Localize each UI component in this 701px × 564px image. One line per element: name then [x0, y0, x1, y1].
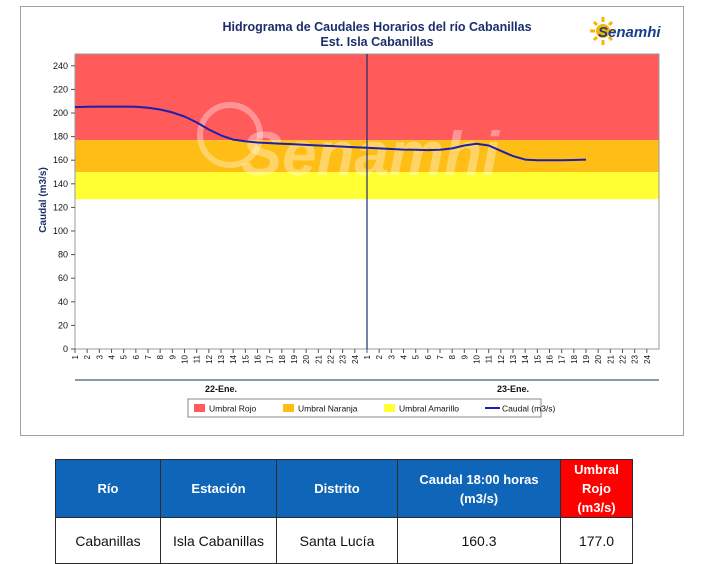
senamhi-logo	[588, 14, 668, 50]
x-tick-label: 24	[351, 354, 360, 363]
y-tick-label: 220	[53, 84, 68, 94]
chart-title: Hidrograma de Caudales Horarios del río …	[222, 20, 531, 34]
x-tick-label: 3	[387, 354, 396, 359]
table-header-row: Río Estación Distrito Caudal 18:00 horas…	[55, 459, 633, 518]
y-axis-label: Caudal (m3/s)	[38, 167, 49, 233]
legend-swatch-0	[194, 404, 205, 412]
x-tick-label: 2	[375, 354, 384, 359]
x-tick-label: 8	[156, 354, 165, 359]
x-tick-label: 24	[643, 354, 652, 363]
x-tick-label: 7	[436, 354, 445, 359]
x-tick-label: 9	[168, 354, 177, 359]
watermark-text: Senamhi	[241, 120, 501, 189]
day-label: 23-Ene.	[497, 384, 529, 394]
x-tick-label: 16	[254, 354, 263, 363]
legend-label-0: Umbral Rojo	[209, 404, 257, 414]
watermark-sun	[197, 102, 263, 168]
x-tick-label: 11	[485, 354, 494, 363]
legend-swatch-2	[384, 404, 395, 412]
x-tick-label: 5	[120, 354, 129, 359]
legend-box	[187, 398, 542, 418]
x-tick-label: 8	[448, 354, 457, 359]
x-tick-label: 19	[290, 354, 299, 363]
header-caudal: Caudal 18:00 horas (m3/s)	[397, 459, 561, 518]
day-label: 22-Ene.	[205, 384, 237, 394]
header-rio: Río	[55, 459, 161, 518]
x-tick-label: 14	[229, 354, 238, 363]
hydrograph-chart: Hidrograma de Caudales Horarios del río …	[38, 20, 660, 418]
x-tick-label: 17	[266, 354, 275, 363]
x-tick-label: 6	[132, 354, 141, 359]
x-tick-label: 4	[108, 354, 117, 359]
x-tick-label: 10	[181, 354, 190, 363]
x-tick-label: 12	[205, 354, 214, 363]
y-tick-label: 80	[58, 250, 68, 260]
x-tick-label: 12	[497, 354, 506, 363]
legend-label-2: Umbral Amarillo	[399, 404, 459, 414]
y-tick-label: 60	[58, 273, 68, 283]
legend-swatch-1	[283, 404, 294, 412]
x-tick-label: 21	[314, 354, 323, 363]
y-tick-label: 180	[53, 132, 68, 142]
cell-distrito: Santa Lucía	[276, 517, 398, 564]
x-tick-label: 4	[400, 354, 409, 359]
chart-subtitle: Est. Isla Cabanillas	[320, 35, 433, 49]
x-tick-label: 17	[558, 354, 567, 363]
legend-label-3: Caudal (m3/s)	[502, 404, 556, 414]
x-tick-label: 20	[594, 354, 603, 363]
x-tick-label: 7	[144, 354, 153, 359]
x-tick-label: 22	[619, 354, 628, 363]
cell-caudal: 160.3	[397, 517, 561, 564]
cell-umbral-rojo: 177.0	[560, 517, 633, 564]
x-tick-label: 5	[412, 354, 421, 359]
summary-table: Río Estación Distrito Caudal 18:00 horas…	[55, 459, 633, 564]
x-tick-label: 14	[521, 354, 530, 363]
x-tick-label: 6	[424, 354, 433, 359]
x-tick-label: 15	[533, 354, 542, 363]
sun-icon	[590, 17, 616, 45]
series-line-caudal	[74, 105, 587, 162]
x-tick-label: 16	[546, 354, 555, 363]
y-tick-label: 200	[53, 108, 68, 118]
x-tick-label: 13	[509, 354, 518, 363]
cell-rio: Cabanillas	[55, 517, 161, 564]
header-distrito: Distrito	[276, 459, 398, 518]
y-tick-label: 140	[53, 179, 68, 189]
x-tick-label: 15	[241, 354, 250, 363]
x-tick-label: 1	[71, 354, 80, 359]
x-tick-label: 22	[327, 354, 336, 363]
y-tick-label: 0	[63, 344, 68, 354]
y-tick-label: 160	[53, 155, 68, 165]
y-tick-label: 100	[53, 226, 68, 236]
y-tick-label: 120	[53, 202, 68, 212]
x-tick-label: 19	[582, 354, 591, 363]
x-tick-label: 11	[193, 354, 202, 363]
x-tick-label: 23	[631, 354, 640, 363]
table-row: Cabanillas Isla Cabanillas Santa Lucía 1…	[55, 517, 633, 564]
y-tick-label: 20	[58, 320, 68, 330]
x-tick-label: 3	[95, 354, 104, 359]
x-tick-label: 18	[570, 354, 579, 363]
x-tick-label: 21	[606, 354, 615, 363]
legend-label-1: Umbral Naranja	[298, 404, 358, 414]
x-tick-label: 18	[278, 354, 287, 363]
x-tick-label: 13	[217, 354, 226, 363]
header-umbral-rojo: Umbral Rojo (m3/s)	[560, 459, 633, 518]
x-tick-label: 1	[363, 354, 372, 359]
logo-text: Senamhi	[598, 24, 661, 41]
y-tick-label: 40	[58, 297, 68, 307]
cell-estacion: Isla Cabanillas	[160, 517, 277, 564]
x-tick-label: 23	[339, 354, 348, 363]
x-tick-label: 9	[460, 354, 469, 359]
header-estacion: Estación	[160, 459, 277, 518]
y-tick-label: 240	[53, 61, 68, 71]
x-tick-label: 20	[302, 354, 311, 363]
x-tick-label: 10	[473, 354, 482, 363]
x-tick-label: 2	[83, 354, 92, 359]
